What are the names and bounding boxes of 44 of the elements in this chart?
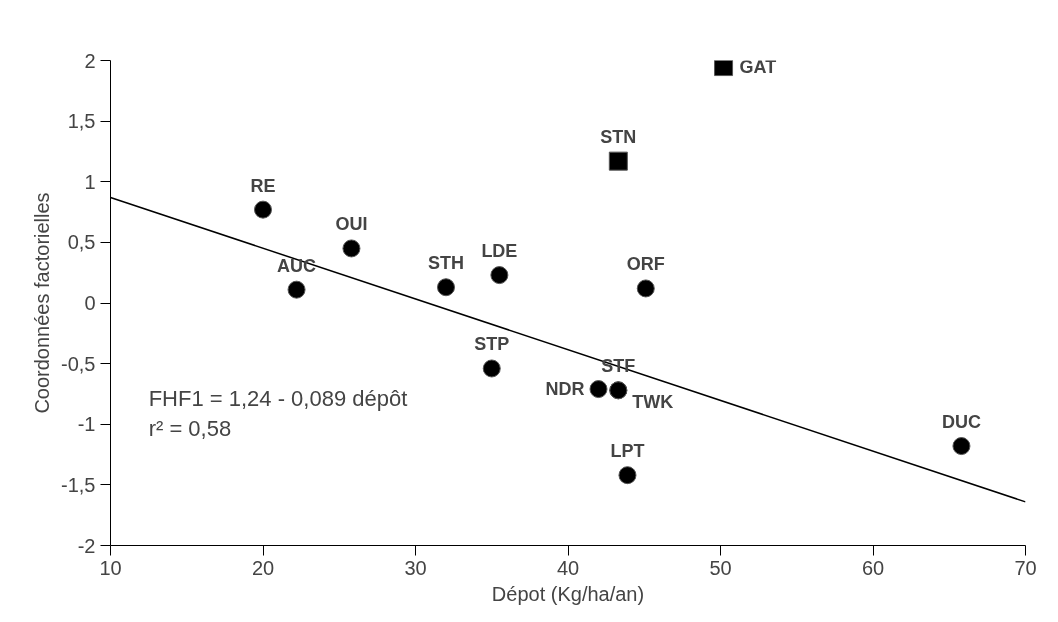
annotation: NDR bbox=[545, 379, 585, 400]
annotation: RE bbox=[250, 175, 276, 196]
point bbox=[254, 200, 272, 219]
annotation: OUI bbox=[335, 214, 368, 235]
annotation: ORF bbox=[626, 254, 665, 275]
annotation: STP bbox=[474, 334, 510, 355]
point bbox=[342, 239, 361, 258]
y-tick-label: -0,5 bbox=[61, 352, 96, 375]
annotation: LPT bbox=[610, 441, 645, 462]
point bbox=[608, 151, 628, 171]
x-tick-label: 30 bbox=[404, 556, 427, 579]
y-tick-label: 2 bbox=[84, 49, 96, 72]
annotation: FHF1 = 1,24 - 0,089 dépôt bbox=[148, 385, 408, 411]
x-tick-label: 60 bbox=[861, 556, 885, 579]
y-axis-title: Coordonnées factorielles bbox=[31, 192, 54, 414]
x-tick-label: 50 bbox=[709, 556, 732, 579]
annotation: r² = 0,58 bbox=[148, 415, 232, 441]
point bbox=[618, 466, 637, 485]
y-tick-label: 0 bbox=[84, 292, 96, 314]
y-tick-label: -1 bbox=[77, 413, 96, 436]
point bbox=[952, 437, 971, 456]
y-tick-label: -1,5 bbox=[61, 473, 96, 496]
x-tick-label: 10 bbox=[99, 556, 122, 579]
x-tick-label: 40 bbox=[556, 556, 580, 579]
y-tick-label: -2 bbox=[77, 534, 96, 557]
point bbox=[287, 280, 306, 299]
annotation: TWK bbox=[632, 392, 674, 413]
x-tick-label: 70 bbox=[1014, 556, 1037, 579]
annotation: GAT bbox=[739, 56, 777, 77]
point bbox=[490, 266, 509, 285]
point bbox=[589, 380, 608, 399]
y-tick-label: 1,5 bbox=[67, 110, 96, 133]
point bbox=[437, 278, 455, 297]
y-tick-label: 1 bbox=[84, 170, 96, 193]
x-axis-title: Dépot (Kg/ha/an) bbox=[491, 582, 645, 605]
annotation: LDE bbox=[481, 241, 518, 262]
annotation: DUC bbox=[941, 412, 981, 433]
annotation: STN bbox=[600, 127, 637, 148]
point bbox=[636, 279, 655, 298]
point bbox=[482, 359, 501, 378]
x-tick-label: 20 bbox=[251, 556, 275, 579]
annotation: AUC bbox=[277, 255, 317, 276]
y-tick-label: 0,5 bbox=[67, 231, 96, 254]
annotation: STH bbox=[428, 253, 464, 274]
